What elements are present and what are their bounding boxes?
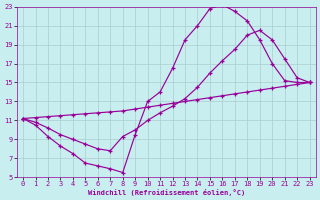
X-axis label: Windchill (Refroidissement éolien,°C): Windchill (Refroidissement éolien,°C) xyxy=(88,189,245,196)
